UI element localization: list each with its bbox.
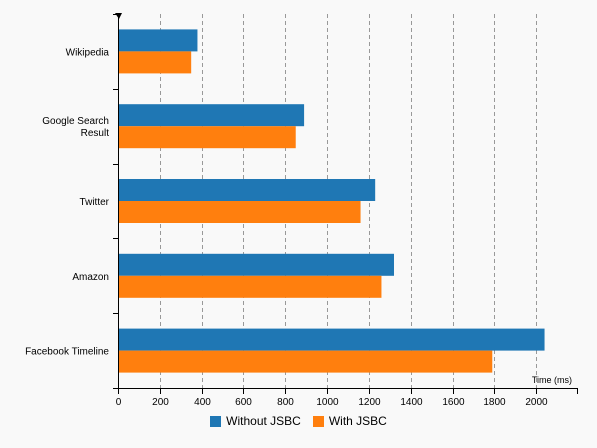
- bar-with-jsbc: [118, 51, 192, 74]
- x-tick-label: 1000: [316, 397, 339, 408]
- x-tick-label: 200: [152, 397, 169, 408]
- x-tick-label: 800: [277, 397, 294, 408]
- category-label: Twitter: [80, 197, 110, 208]
- bar-with-jsbc: [118, 350, 493, 373]
- bar-without-jsbc: [118, 179, 376, 201]
- bar-with-jsbc: [118, 126, 296, 149]
- bar-without-jsbc: [118, 328, 545, 351]
- bar-without-jsbc: [118, 104, 305, 127]
- bar-with-jsbc: [118, 201, 361, 223]
- legend-item-with-jsbc[interactable]: With JSBC: [312, 414, 387, 428]
- category-label: Amazon: [72, 272, 109, 283]
- category-label: Google Search Result: [42, 116, 109, 139]
- legend-swatch-with-jsbc: [312, 415, 324, 427]
- y-axis-arrow-icon: [115, 13, 122, 19]
- x-tick-label: 1800: [483, 397, 506, 408]
- x-tick-label: 0: [116, 397, 122, 408]
- x-tick-label: 600: [235, 397, 252, 408]
- x-tick-label: 400: [194, 397, 211, 408]
- x-tick-label: 2000: [525, 397, 548, 408]
- category-label: Wikipedia: [66, 47, 110, 58]
- legend: Without JSBC With JSBC: [0, 414, 597, 428]
- legend-swatch-without-jsbc: [210, 415, 222, 427]
- bar-without-jsbc: [118, 253, 394, 276]
- x-axis-title: Time (ms): [532, 375, 572, 385]
- bar-without-jsbc: [118, 29, 198, 52]
- legend-item-without-jsbc[interactable]: Without JSBC: [210, 414, 301, 428]
- x-tick-label: 1600: [442, 397, 465, 408]
- x-tick-label: 1200: [358, 397, 381, 408]
- bar-with-jsbc: [118, 275, 382, 298]
- legend-label-with-jsbc: With JSBC: [328, 414, 387, 428]
- x-tick-label: 1400: [400, 397, 423, 408]
- category-label: Facebook Timeline: [25, 347, 109, 358]
- legend-label-without-jsbc: Without JSBC: [226, 414, 301, 428]
